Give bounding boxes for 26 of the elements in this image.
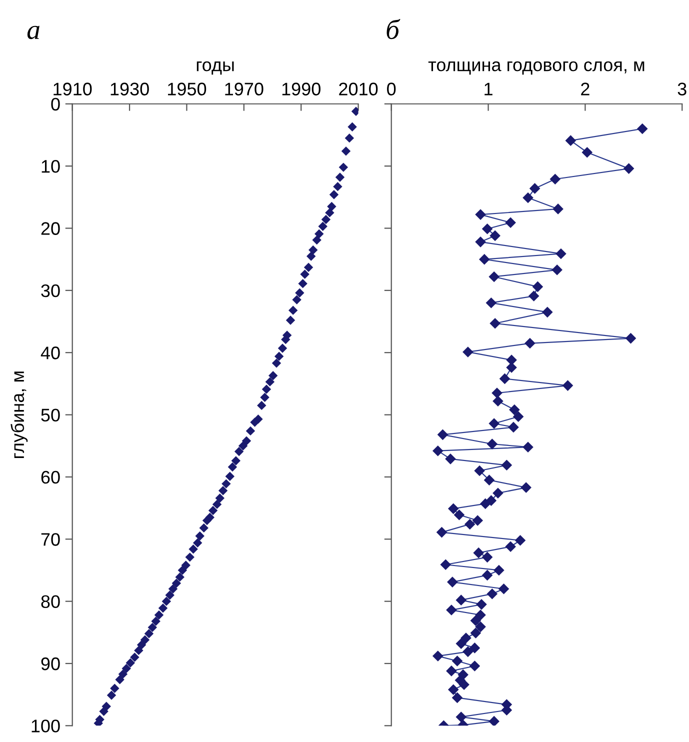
x-tick-label: 1910 [54,82,92,96]
x-tick-label: 2 [581,82,590,96]
x-axis-title: толщина годового слоя, м [428,61,644,75]
y-tick-label: 40 [40,346,60,360]
y-tick-label: 100 [32,720,60,732]
x-tick-label: 1950 [168,82,206,96]
y-tick-label: 60 [41,470,60,484]
y-tick-label: 50 [41,408,60,422]
x-tick-label: 1990 [282,82,320,96]
x-tick-label: 1930 [110,82,149,96]
y-tick-label: 10 [42,160,60,173]
y-tick-label: 80 [41,595,60,608]
x-axis-title: годы [196,61,234,75]
y-tick-label: 20 [41,222,60,235]
y-tick-label: 30 [41,284,60,298]
x-tick-label: 1 [484,82,492,96]
x-tick-label: 2010 [339,82,378,96]
chart-title: а [27,26,40,40]
x-tick-label: 3 [678,82,686,96]
y-tick-label: 90 [41,657,60,670]
y-tick-label: 0 [51,98,60,111]
chart-title: б [386,19,400,40]
x-tick-label: 0 [387,82,396,96]
x-tick-label: 1970 [225,82,264,96]
y-axis-title: глубина, м [10,372,28,458]
y-tick-label: 70 [41,533,60,546]
